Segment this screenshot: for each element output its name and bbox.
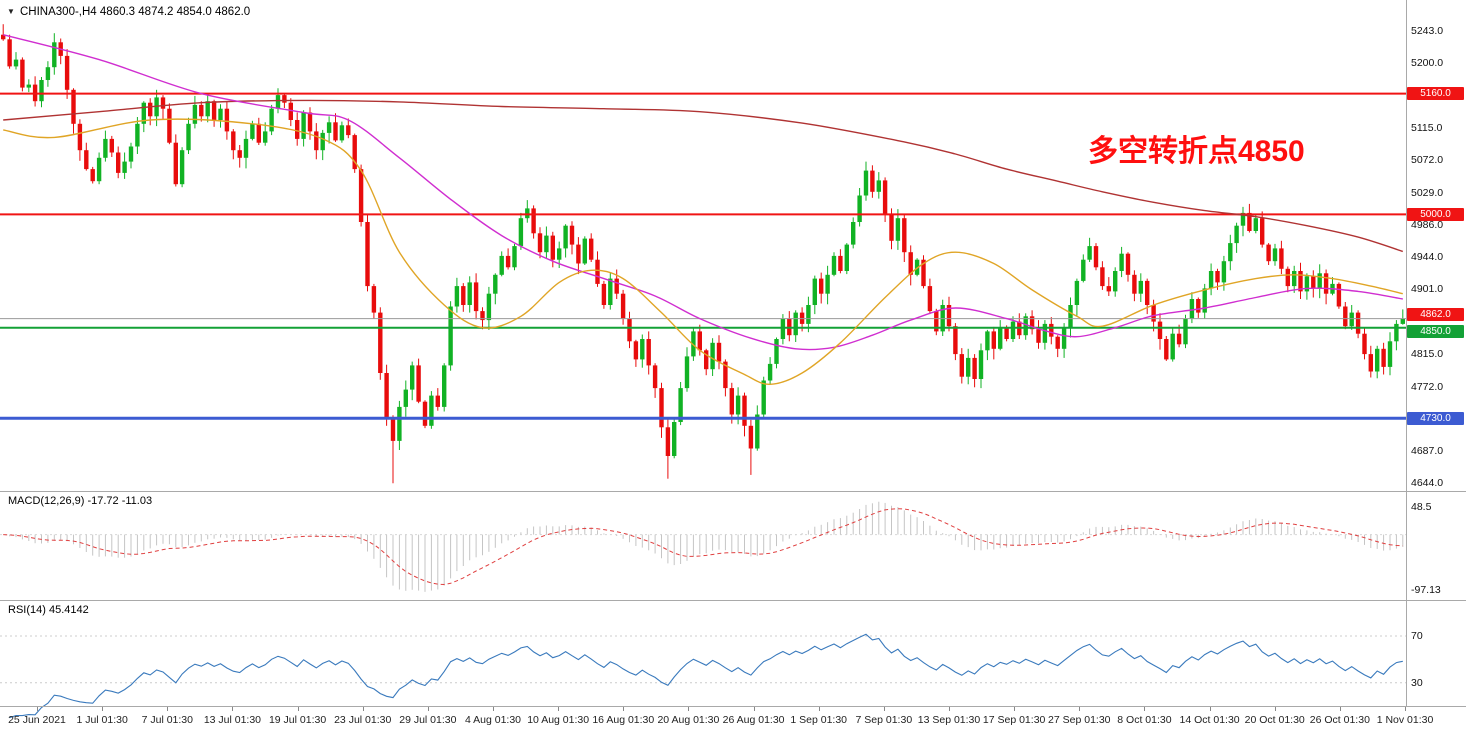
time-tick [1079,707,1081,711]
macd-indicator-label: MACD(12,26,9) -17.72 -11.03 [8,495,153,507]
time-tick [818,707,820,711]
horizontal-price-lines [0,92,1406,420]
ma-mid-line [3,34,1403,351]
rsi-axis-label: 70 [1411,630,1423,642]
price-axis-separator [1406,0,1407,706]
time-tick [102,707,104,711]
price-tick-label: 4772.0 [1411,380,1444,393]
time-axis-label: 7 Sep 01:30 [855,714,913,726]
price-line-badge: 5160.0 [1407,87,1464,101]
current-price-badge: 4862.0 [1407,308,1464,322]
macd-panel [0,501,1406,592]
rsi-axis-label: 30 [1411,676,1423,689]
time-tick [558,707,560,711]
rsi-line [9,633,1403,719]
time-axis-label: 13 Jul 01:30 [203,714,262,726]
time-axis-label: 1 Nov 01:30 [1376,714,1434,726]
time-tick [493,707,494,711]
price-tick-label: 5115.0 [1411,121,1443,134]
price-tick-label: 4815.0 [1411,348,1444,361]
price-axis[interactable]: 5243.0 5200.0 5115.0 5072.0 5029.0 4986.0 4944… [1406,0,1466,706]
time-tick [297,707,299,711]
time-tick [1339,707,1341,711]
time-tick [167,707,169,711]
ohlc-values-label: 4860.3 4874.2 4854.0 4862.0 [99,6,251,18]
time-tick [362,707,364,711]
time-axis-label: 26 Oct 01:30 [1309,714,1370,726]
price-line-badge: 5000.0 [1407,207,1464,221]
time-tick [1014,707,1016,711]
price-tick-label: 4944.0 [1411,250,1444,263]
time-axis-label: 10 Aug 01:30 [527,714,590,726]
price-tick-label: 5029.0 [1411,186,1444,199]
time-axis-label: 14 Oct 01:30 [1179,714,1240,726]
price-tick-label: 5072.0 [1411,154,1444,167]
time-tick [883,707,885,711]
macd-axis-label: -97.13 [1411,583,1441,596]
time-tick [232,707,234,711]
price-line-badge: 4850.0 [1407,325,1464,339]
time-axis-label: 29 Jul 01:30 [399,714,457,726]
time-tick [753,707,755,711]
time-tick [37,707,38,711]
symbol-timeframe-label: CHINA300-,H4 [20,6,97,18]
macd-signal-line [3,508,1403,586]
price-tick-label: 4986.0 [1411,219,1444,231]
time-tick [949,707,950,711]
chart-title: CHINA300-,H4 4860.3 4874.2 4854.0 4862.0 [20,6,250,18]
time-tick [1405,707,1406,711]
time-axis-label: 7 Jul 01:30 [141,714,193,726]
rsi-indicator-label: RSI(14) 45.4142 [8,604,89,616]
price-tick-label: 4901.0 [1411,283,1444,296]
time-axis-label: 1 Sep 01:30 [790,714,848,726]
time-axis-label: 13 Sep 01:30 [917,714,981,726]
price-tick-label: 4644.0 [1411,477,1444,490]
time-tick [623,707,625,711]
time-tick [1274,707,1276,711]
time-tick [427,707,429,711]
macd-axis-label: 48.5 [1411,501,1432,514]
time-axis-label: 20 Aug 01:30 [657,714,720,726]
panel-separator-main-macd[interactable] [0,491,1466,492]
ma-slow-line [3,99,1404,253]
time-axis-label: 8 Oct 01:30 [1117,714,1172,726]
time-axis-label: 16 Aug 01:30 [592,714,655,726]
price-line-badge: 4730.0 [1407,411,1464,425]
time-axis-label: 23 Jul 01:30 [334,714,392,726]
time-axis-label: 20 Oct 01:30 [1244,714,1305,726]
rsi-panel [0,633,1406,719]
time-axis-separator [0,706,1466,707]
chart-annotation-text: 多空转折点4850 [1088,135,1305,168]
ma-fast-line [3,118,1403,386]
chart-dropdown-icon[interactable]: ▼ [7,7,15,16]
time-tick [1209,707,1211,711]
time-axis-label: 19 Jul 01:30 [268,714,327,726]
time-axis-label: 1 Jul 01:30 [76,714,128,726]
time-axis-label: 27 Sep 01:30 [1048,714,1111,726]
price-tick-label: 5200.0 [1411,57,1444,70]
time-tick [688,707,690,711]
panel-separator-macd-rsi[interactable] [0,600,1466,601]
price-tick-label: 4687.0 [1411,444,1444,457]
time-axis-label: 26 Aug 01:30 [722,714,785,726]
time-axis-label: 4 Aug 01:30 [464,714,522,726]
price-tick-label: 5243.0 [1411,25,1444,37]
time-axis-label: 25 Jun 2021 [8,714,66,726]
time-axis[interactable]: 25 Jun 2021 1 Jul 01:30 7 Jul 01:30 13 Jul … [0,707,1466,731]
time-tick [1144,707,1146,711]
candlestick-series [1,24,1405,484]
time-axis-label: 17 Sep 01:30 [982,714,1046,726]
